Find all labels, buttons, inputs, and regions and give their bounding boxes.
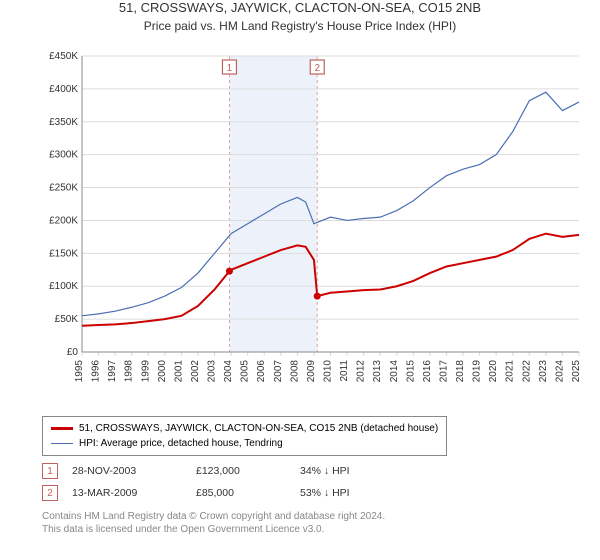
svg-text:2010: 2010: [323, 360, 334, 382]
chart-title: 51, CROSSWAYS, JAYWICK, CLACTON-ON-SEA, …: [0, 0, 600, 15]
transaction-date: 13-MAR-2009: [72, 487, 182, 499]
transaction-table: 1 28-NOV-2003 £123,000 34% ↓ HPI 2 13-MAR-200…: [42, 460, 400, 504]
svg-text:£300K: £300K: [49, 150, 78, 161]
svg-text:1: 1: [227, 63, 233, 74]
svg-text:2020: 2020: [488, 360, 499, 382]
svg-text:2024: 2024: [554, 360, 565, 382]
svg-text:2008: 2008: [289, 360, 300, 382]
chart-subtitle: Price paid vs. HM Land Registry's House …: [0, 19, 600, 33]
svg-text:2021: 2021: [505, 360, 516, 382]
svg-text:£0: £0: [67, 347, 79, 358]
transaction-marker: 1: [42, 463, 58, 479]
svg-text:1998: 1998: [124, 360, 135, 382]
svg-text:£400K: £400K: [49, 84, 78, 95]
svg-text:£250K: £250K: [49, 183, 78, 194]
svg-text:1997: 1997: [107, 360, 118, 382]
svg-text:2023: 2023: [538, 360, 549, 382]
footer-line-2: This data is licensed under the Open Gov…: [42, 523, 385, 536]
transaction-row: 1 28-NOV-2003 £123,000 34% ↓ HPI: [42, 460, 400, 482]
svg-text:£100K: £100K: [49, 281, 78, 292]
svg-text:2015: 2015: [405, 360, 416, 382]
svg-text:2016: 2016: [422, 360, 433, 382]
svg-text:£50K: £50K: [55, 314, 79, 325]
svg-text:2003: 2003: [207, 360, 218, 382]
transaction-marker: 2: [42, 485, 58, 501]
svg-text:1999: 1999: [140, 360, 151, 382]
transaction-price: £85,000: [196, 487, 286, 499]
svg-text:2009: 2009: [306, 360, 317, 382]
svg-text:2007: 2007: [273, 360, 284, 382]
svg-text:2004: 2004: [223, 360, 234, 382]
svg-text:2: 2: [314, 63, 320, 74]
svg-text:2000: 2000: [157, 360, 168, 382]
svg-text:1996: 1996: [91, 360, 102, 382]
svg-text:2012: 2012: [356, 360, 367, 382]
line-chart: £0 £50K £100K £150K £200K £250K £300K £350K £400…: [42, 50, 587, 382]
svg-text:2014: 2014: [389, 360, 400, 382]
svg-text:2006: 2006: [256, 360, 267, 382]
svg-text:1995: 1995: [74, 360, 85, 382]
svg-text:2005: 2005: [240, 360, 251, 382]
transaction-diff: 34% ↓ HPI: [300, 465, 400, 477]
svg-text:2011: 2011: [339, 360, 350, 382]
legend-label-hpi: HPI: Average price, detached house, Tend…: [79, 436, 283, 451]
chart-legend: 51, CROSSWAYS, JAYWICK, CLACTON-ON-SEA, …: [42, 416, 447, 456]
footer-attribution: Contains HM Land Registry data © Crown c…: [42, 510, 385, 536]
svg-text:£350K: £350K: [49, 117, 78, 128]
svg-text:2022: 2022: [521, 360, 532, 382]
svg-text:2002: 2002: [190, 360, 201, 382]
svg-text:£200K: £200K: [49, 215, 78, 226]
svg-text:£450K: £450K: [49, 51, 78, 62]
svg-text:2025: 2025: [571, 360, 582, 382]
transaction-price: £123,000: [196, 465, 286, 477]
transaction-diff: 53% ↓ HPI: [300, 487, 400, 499]
transaction-row: 2 13-MAR-2009 £85,000 53% ↓ HPI: [42, 482, 400, 504]
legend-label-property: 51, CROSSWAYS, JAYWICK, CLACTON-ON-SEA, …: [79, 421, 438, 436]
svg-text:2017: 2017: [438, 360, 449, 382]
svg-text:2019: 2019: [472, 360, 483, 382]
legend-swatch-property: [51, 427, 73, 430]
svg-text:2001: 2001: [173, 360, 184, 382]
legend-swatch-hpi: [51, 443, 73, 444]
transaction-date: 28-NOV-2003: [72, 465, 182, 477]
svg-text:2013: 2013: [372, 360, 383, 382]
svg-text:£150K: £150K: [49, 248, 78, 259]
footer-line-1: Contains HM Land Registry data © Crown c…: [42, 510, 385, 523]
svg-text:2018: 2018: [455, 360, 466, 382]
